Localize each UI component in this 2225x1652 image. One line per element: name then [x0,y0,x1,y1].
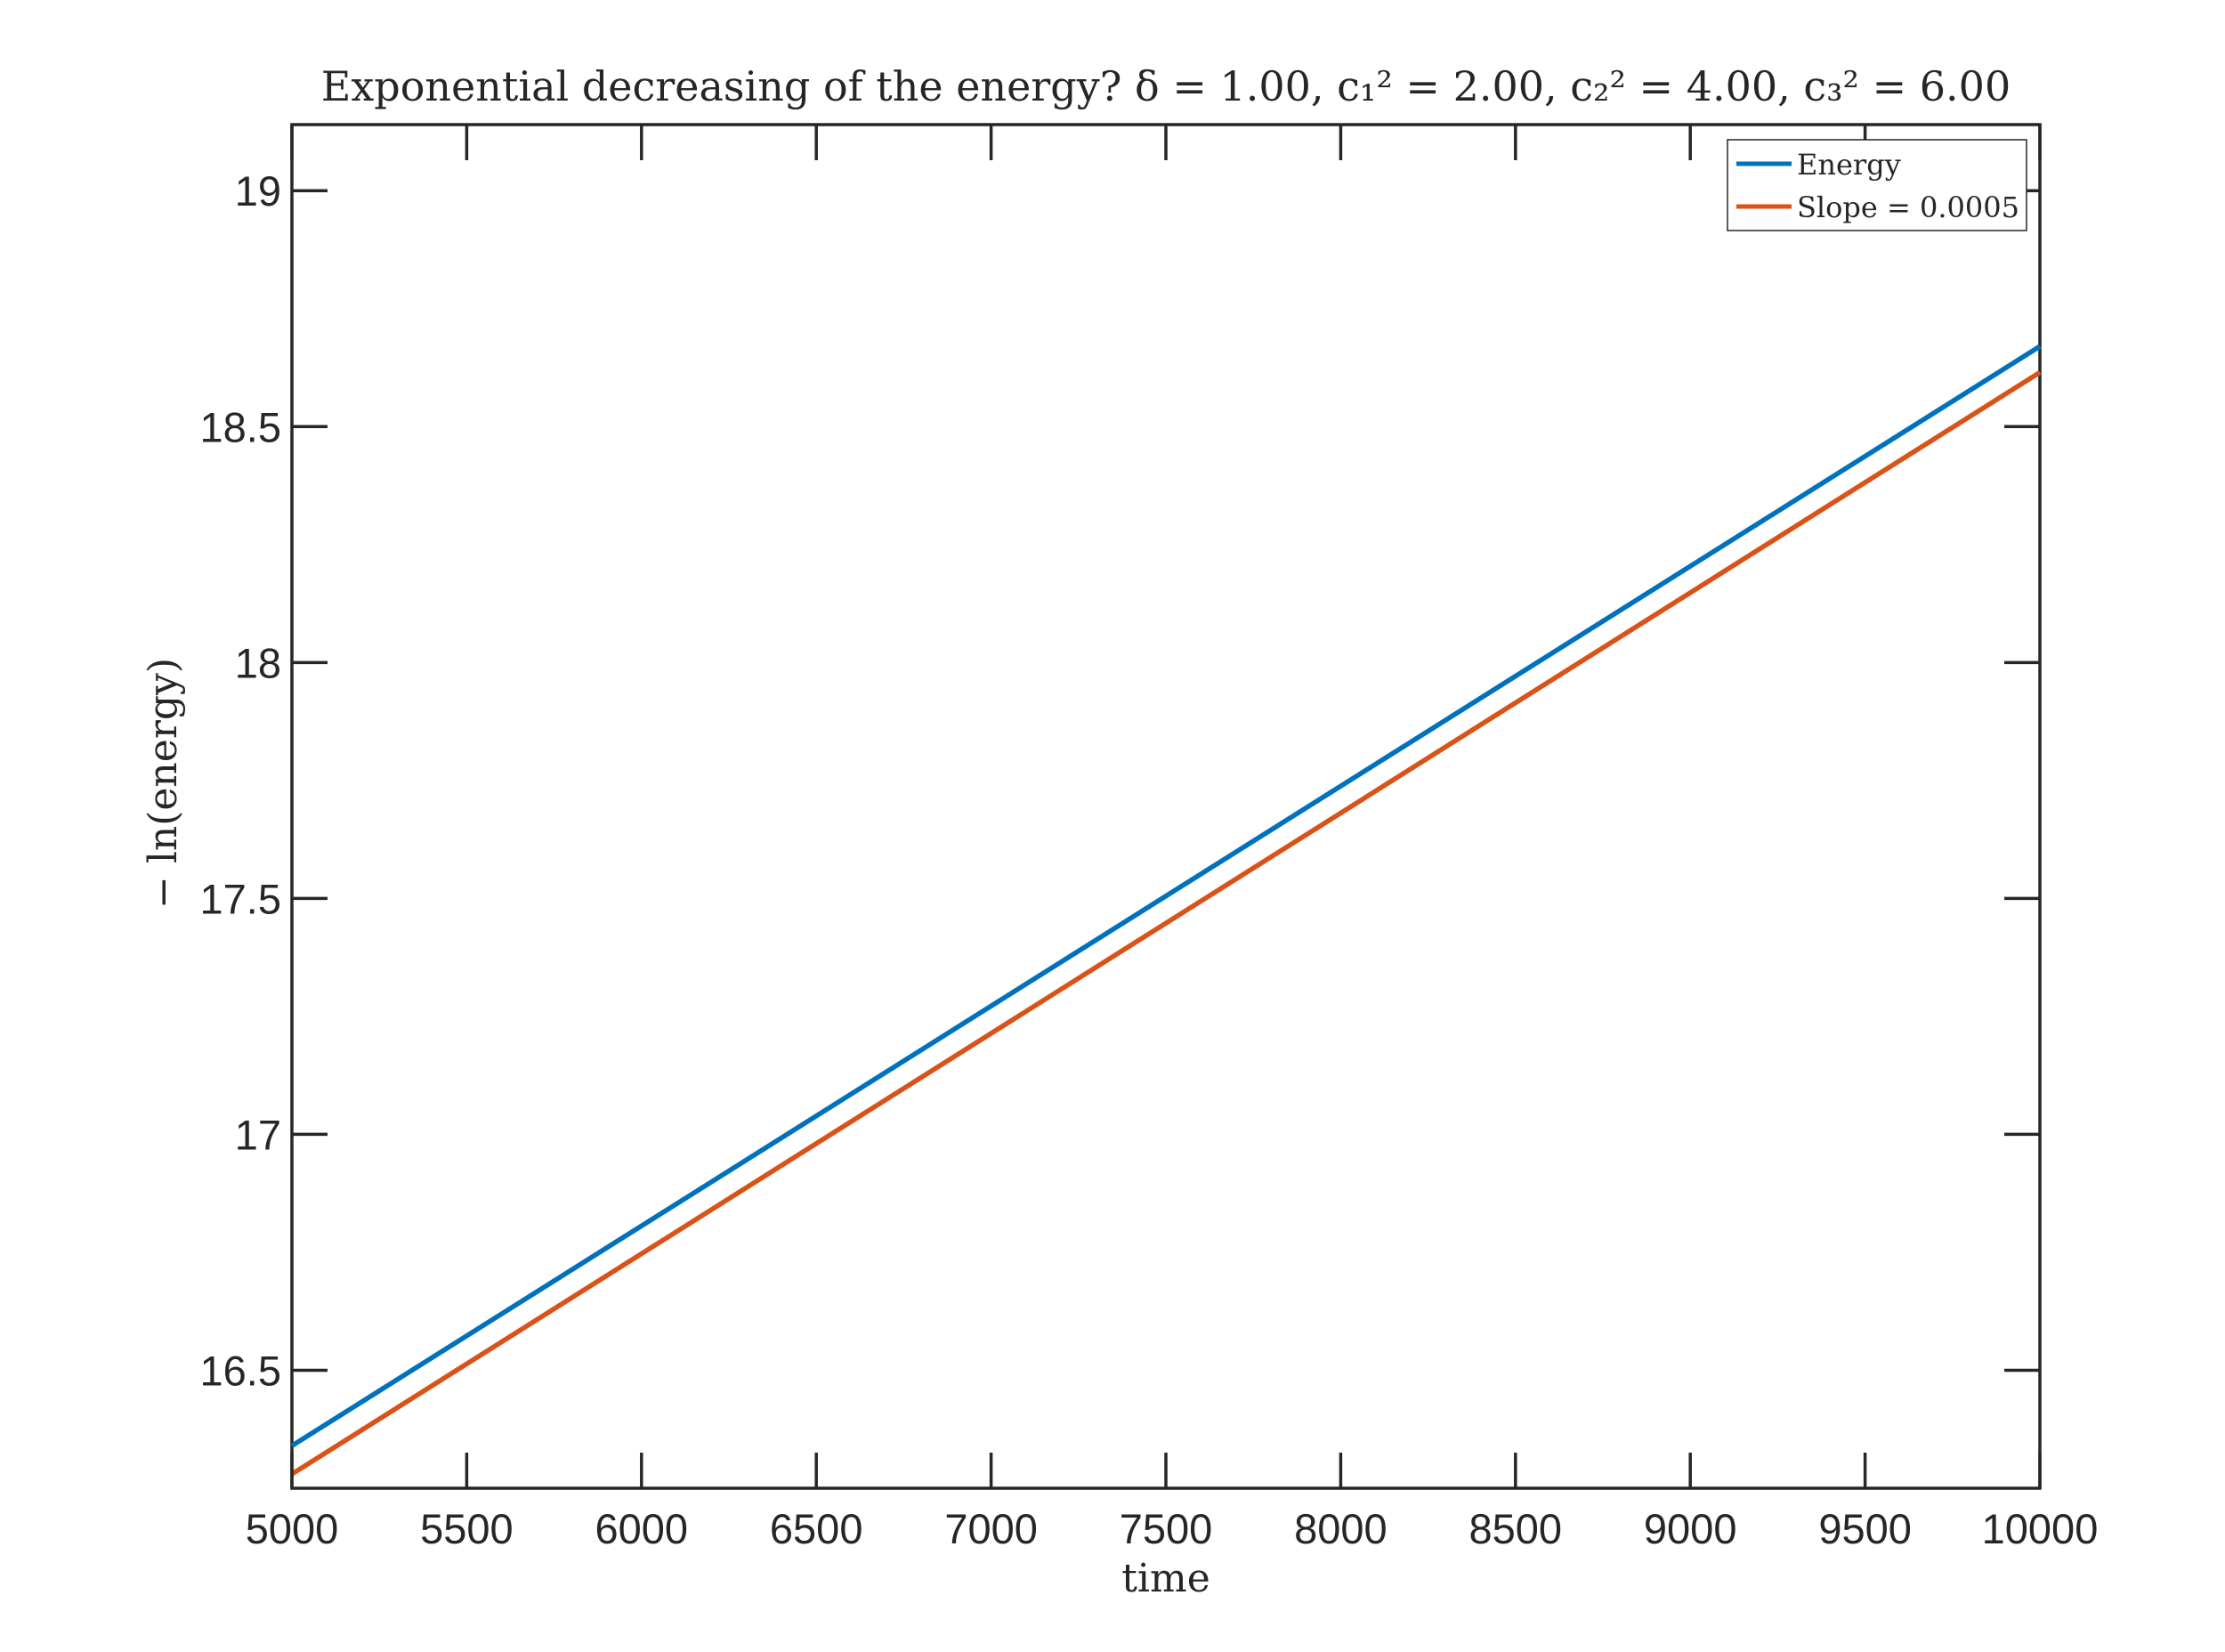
x-axis-label: time [1121,1556,1210,1601]
series-layer [290,344,2042,1477]
x-tick-label: 5500 [420,1505,514,1552]
x-tick-label: 6500 [770,1505,863,1552]
x-tick-label: 9500 [1818,1505,1912,1552]
y-tick-label: 17 [235,1111,281,1158]
y-tick-label: 18 [235,639,281,686]
legend-label-slope: Slope = 0.0005 [1797,190,2019,224]
y-axis-label: − ln(energy) [141,658,186,909]
x-axis-ticks: 5000 5500 6000 6500 7000 7500 8000 8500 9000 9500… [246,125,2099,1552]
legend-label-energy: Energy [1797,148,1901,182]
legend-box [1727,139,2027,231]
y-tick-label: 16.5 [200,1347,281,1394]
series-line-slope [290,369,2042,1477]
series-line-energy [290,344,2042,1448]
plot-area: 5000 5500 6000 6500 7000 7500 8000 8500 9000 9500… [200,123,2099,1552]
x-tick-label: 7000 [944,1505,1038,1552]
x-tick-label: 10000 [1982,1505,2099,1552]
x-tick-label: 6000 [595,1505,689,1552]
x-tick-label: 8500 [1469,1505,1563,1552]
chart-title: Exponential decreasing of the energy? δ … [321,62,2011,110]
y-tick-label: 19 [235,167,281,215]
x-tick-label: 7500 [1120,1505,1213,1552]
legend: Energy Slope = 0.0005 [1727,139,2027,231]
x-tick-label: 8000 [1294,1505,1388,1552]
y-tick-label: 18.5 [200,403,281,450]
y-tick-label: 17.5 [200,875,281,922]
x-tick-label: 5000 [246,1505,339,1552]
y-axis-ticks: 16.5 17 17.5 18 18.5 19 [200,167,2040,1394]
x-tick-label: 9000 [1644,1505,1737,1552]
